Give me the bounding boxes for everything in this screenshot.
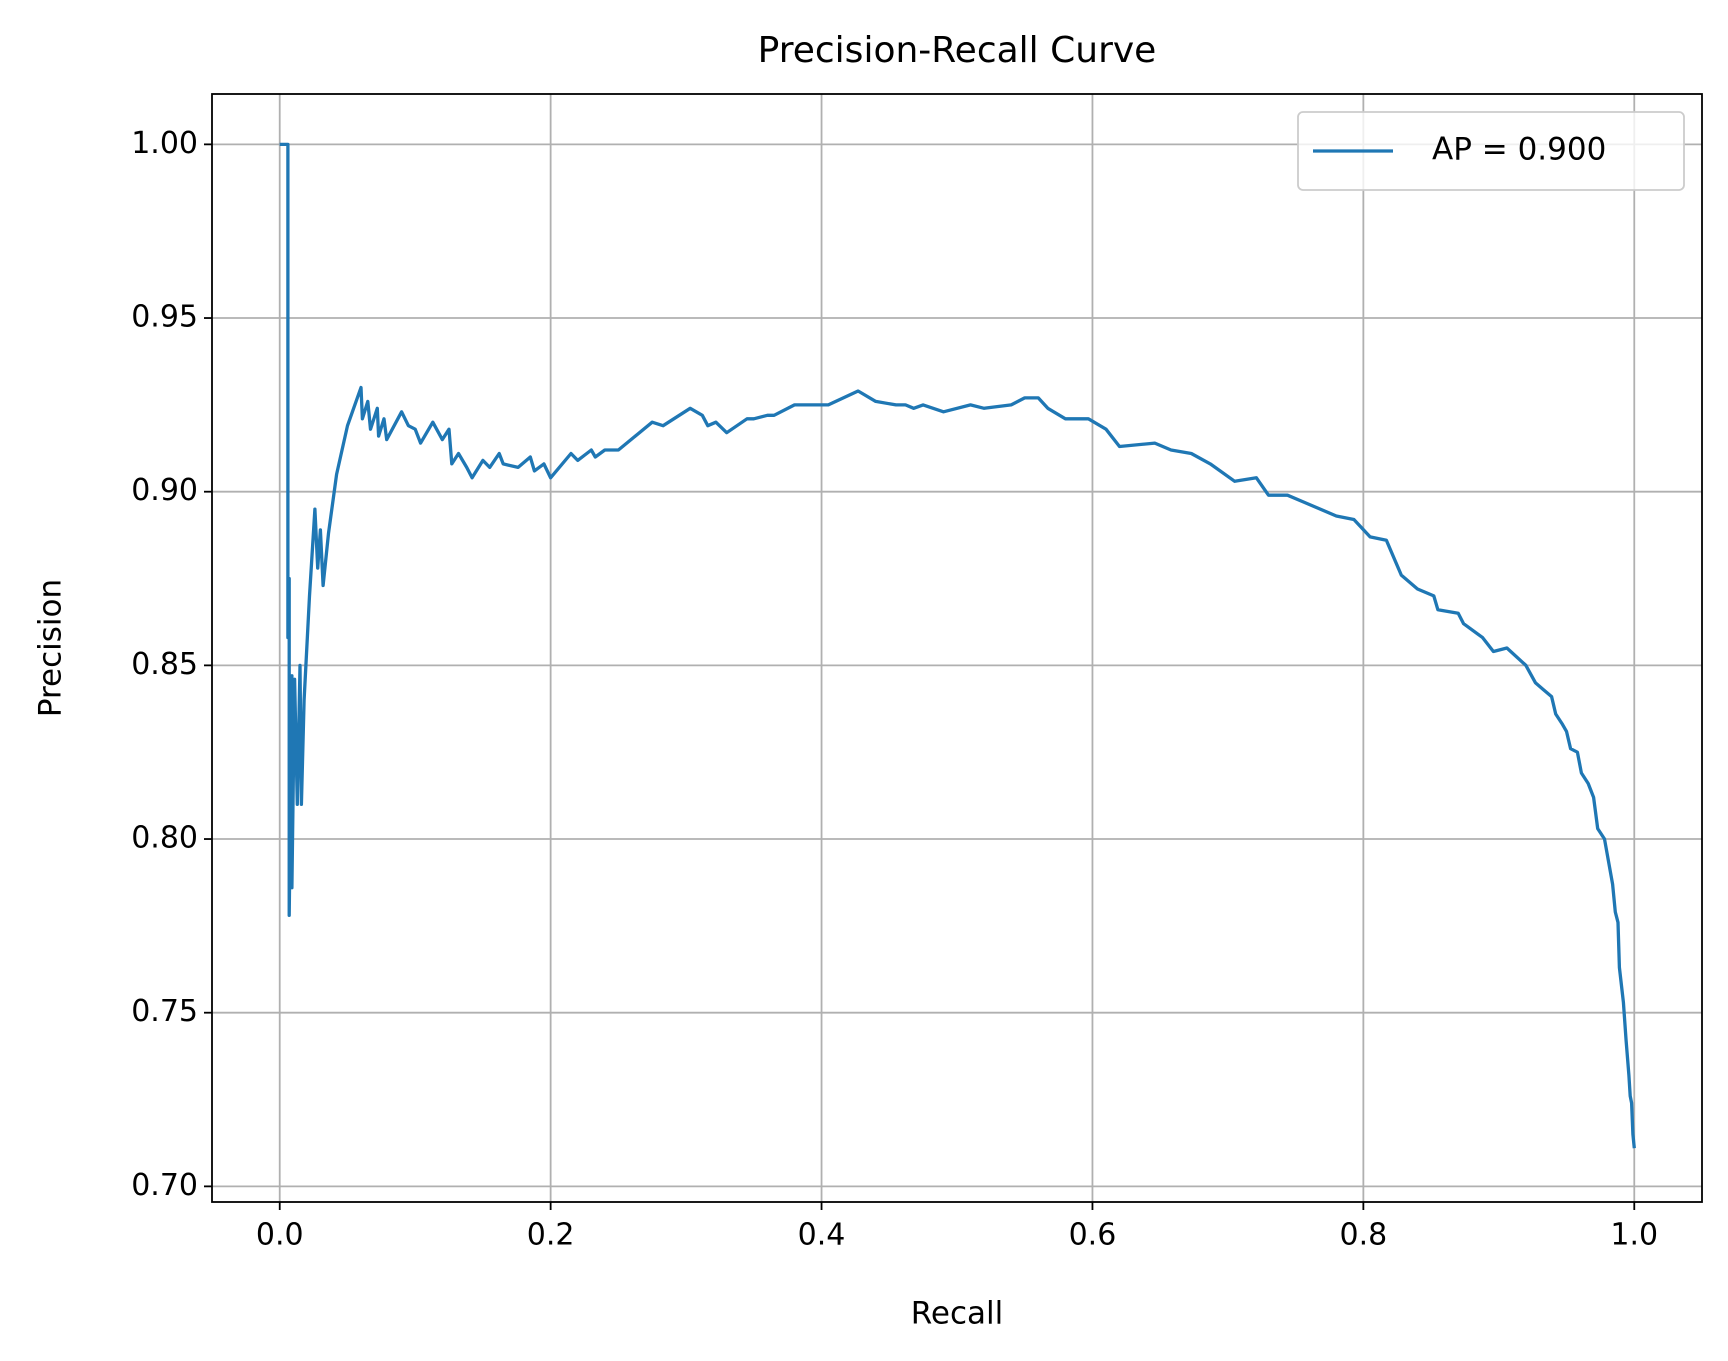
legend-box [1297,111,1685,191]
y-tick-label: 0.95 [131,300,198,335]
x-tick-label: 0.8 [1340,1218,1388,1253]
y-tick-label: 0.70 [131,1168,198,1203]
y-tick-label: 1.00 [131,126,198,161]
y-axis-label: Precision [33,579,69,717]
x-tick-label: 0.4 [798,1218,846,1253]
x-tick-label: 0.2 [527,1218,575,1253]
legend-label: AP = 0.900 [1432,132,1606,168]
line [279,142,1636,1149]
x-tick-label: 0.0 [256,1218,304,1253]
x-tick-label: 1.0 [1610,1218,1658,1253]
y-tick-label: 0.90 [131,473,198,508]
y-tick-label: 0.80 [131,821,198,856]
y-tick-label: 0.75 [131,994,198,1029]
x-axis-label: Recall [911,1296,1004,1332]
x-tick-label: 0.6 [1069,1218,1117,1253]
chart-title: Precision-Recall Curve [758,30,1157,71]
y-tick-label: 0.85 [131,647,198,682]
plot-frame [211,93,1703,1203]
